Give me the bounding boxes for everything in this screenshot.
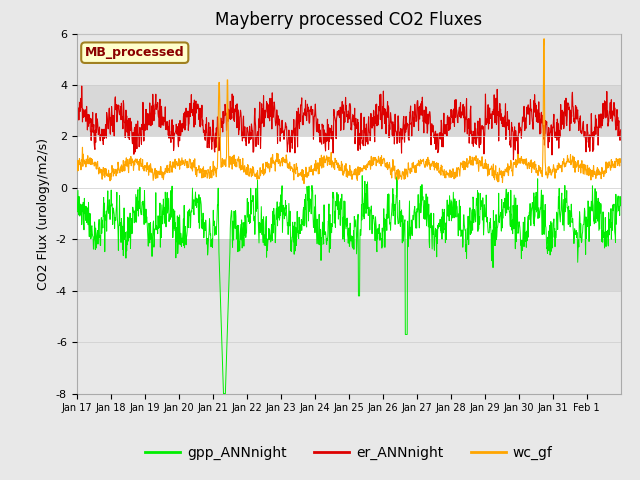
Bar xyxy=(77,240,621,291)
Bar xyxy=(77,34,621,85)
Bar xyxy=(77,85,621,136)
Title: Mayberry processed CO2 Fluxes: Mayberry processed CO2 Fluxes xyxy=(215,11,483,29)
Bar xyxy=(77,291,621,394)
Y-axis label: CO2 Flux (urology/m2/s): CO2 Flux (urology/m2/s) xyxy=(37,138,51,289)
Text: MB_processed: MB_processed xyxy=(85,46,184,59)
Legend: gpp_ANNnight, er_ANNnight, wc_gf: gpp_ANNnight, er_ANNnight, wc_gf xyxy=(140,441,558,466)
